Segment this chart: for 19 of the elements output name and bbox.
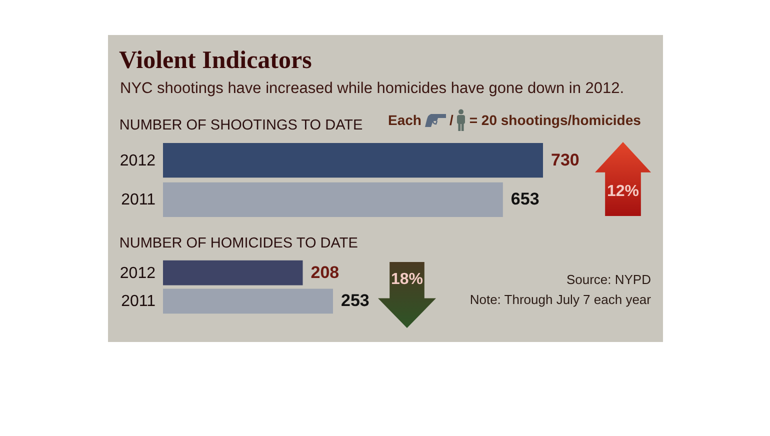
text: 12% [606,183,640,202]
data-label: 208 [310,262,340,282]
y-tick-label: 2011 [121,192,156,209]
chart-title: NUMBER OF SHOOTINGS TO DATE [119,118,364,134]
y-tick-label: 2012 [120,264,156,282]
text: 18% [390,270,424,289]
y-tick-label: 2011 [121,293,156,310]
text: NYC shootings have increased while homicides have gone down in 2012. [120,79,624,99]
y-tick-label: 2012 [120,152,156,170]
data-label: 653 [510,190,540,209]
data-label: 253 [341,291,370,310]
text: Each [388,112,422,128]
chart-title: NUMBER OF HOMICIDES TO DATE [119,236,358,252]
text: / [449,112,454,128]
text: Violent Indicators [119,47,312,75]
text: Note: Through July 7 each year [470,292,651,308]
source-note: Source: NYPD [566,272,651,288]
text: = 20 shootings/homicides [469,112,641,128]
data-label: 730 [551,150,580,170]
